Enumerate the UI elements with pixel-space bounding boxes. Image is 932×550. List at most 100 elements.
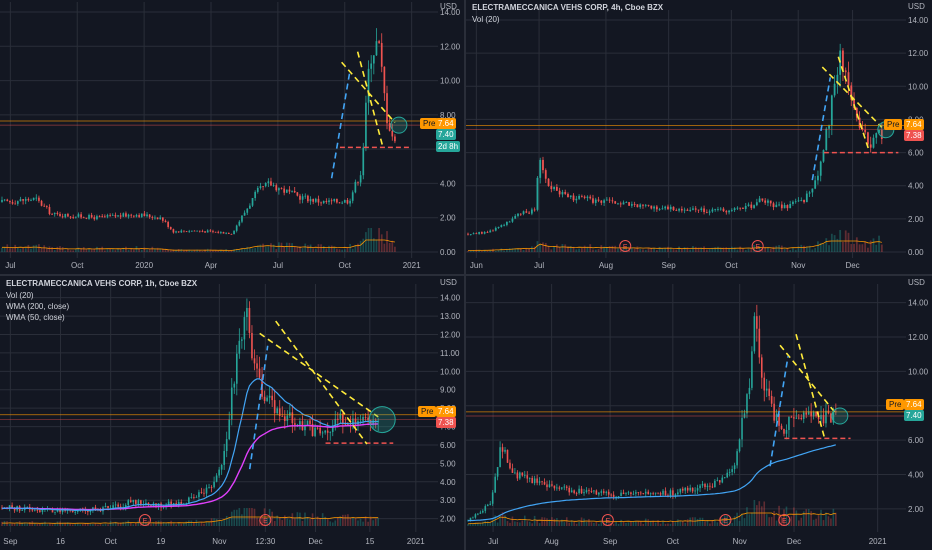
- chart-pane-bottom-left[interactable]: 14.0013.0012.0011.0010.009.008.007.006.0…: [0, 276, 464, 550]
- candle-body: [528, 477, 531, 479]
- volume-bar: [129, 522, 132, 526]
- volume-bar: [225, 515, 228, 526]
- indicator-legend-volume[interactable]: Vol (20): [6, 291, 34, 300]
- candle-body: [832, 411, 835, 423]
- wma200-line: [1, 423, 379, 511]
- volume-bar: [281, 520, 284, 526]
- pane-divider-horizontal[interactable]: [0, 274, 932, 276]
- volume-bar: [102, 524, 104, 526]
- volume-bar: [256, 245, 259, 252]
- candle-body: [288, 189, 291, 192]
- candle-body: [795, 417, 798, 419]
- candle-body: [383, 66, 386, 94]
- indicator-legend-wma200[interactable]: WMA (200, close): [6, 302, 70, 311]
- y-tick-label: 2.00: [908, 505, 924, 514]
- volume-bar: [133, 249, 135, 252]
- candle-body: [780, 204, 783, 209]
- candle-body: [24, 199, 27, 201]
- candle-body: [496, 467, 499, 477]
- volume-bar: [324, 516, 326, 526]
- highlight-circle: [831, 407, 849, 425]
- chart-pane-top-left[interactable]: 14.0012.0010.008.006.004.002.000.00JulOc…: [0, 0, 464, 274]
- candle-body: [93, 217, 96, 220]
- candle-body: [588, 490, 590, 492]
- candle-body: [319, 427, 321, 434]
- volume-bar: [213, 518, 215, 526]
- volume-bar: [536, 519, 538, 526]
- volume-bar: [701, 517, 704, 526]
- volume-bar: [140, 523, 142, 526]
- volume-bar: [142, 521, 145, 526]
- candle-body: [506, 449, 509, 463]
- candle-body: [180, 230, 183, 233]
- candle-body: [517, 213, 519, 216]
- volume-bar: [259, 244, 262, 252]
- chart-canvas[interactable]: 14.0012.0010.008.006.004.002.000.00JulOc…: [0, 0, 464, 274]
- volume-bar: [203, 523, 205, 526]
- volume-moving-average-line: [2, 239, 395, 251]
- candle-body: [11, 202, 14, 204]
- volume-bar: [127, 520, 130, 526]
- symbol-title[interactable]: ELECTRAMECCANICA VEHS CORP, 1h, Cboe BZX: [6, 279, 198, 288]
- volume-bar: [482, 521, 484, 526]
- candle-body: [104, 506, 107, 508]
- candle-body: [844, 70, 847, 73]
- volume-bar: [632, 521, 635, 526]
- y-tick-label: 9.00: [440, 386, 456, 395]
- chart-canvas[interactable]: 14.0012.0010.008.006.004.002.00JulAugSep…: [466, 276, 932, 550]
- chart-pane-bottom-right[interactable]: 14.0012.0010.008.006.004.002.00JulAugSep…: [466, 276, 932, 550]
- volume-bar: [137, 520, 140, 526]
- volume-bar: [717, 246, 719, 252]
- volume-bar: [266, 518, 268, 526]
- indicator-legend-volume[interactable]: Vol (20): [472, 15, 500, 24]
- candle-body: [478, 232, 481, 234]
- candle-body: [67, 213, 69, 217]
- volume-bar: [550, 249, 553, 252]
- volume-bar: [317, 244, 320, 252]
- candle-body: [556, 487, 558, 489]
- volume-bar: [778, 505, 780, 526]
- symbol-title[interactable]: ELECTRAMECCANICA VEHS CORP, 4h, Cboe BZX: [472, 3, 664, 12]
- volume-bar: [472, 250, 475, 252]
- chart-pane-top-right[interactable]: 14.0012.0010.008.006.004.002.000.00JunJu…: [466, 0, 932, 274]
- volume-bar: [588, 518, 590, 526]
- candle-body: [711, 486, 714, 488]
- volume-bar: [338, 249, 341, 252]
- candle-body: [753, 316, 756, 352]
- trendline-uptrend: [769, 356, 789, 467]
- candle-body: [124, 505, 127, 508]
- volume-bar: [301, 248, 304, 252]
- candle-body: [112, 505, 114, 508]
- candle-body: [731, 469, 733, 472]
- volume-bar: [803, 245, 805, 252]
- volume-bar: [19, 248, 22, 252]
- candle-body: [817, 175, 819, 181]
- volume-bar: [49, 523, 51, 526]
- volume-moving-average-line: [467, 512, 836, 525]
- candle-body: [196, 230, 198, 232]
- x-tick-label: Oct: [667, 537, 680, 546]
- indicator-legend-wma50[interactable]: WMA (50, close): [6, 313, 65, 322]
- volume-bar: [664, 248, 667, 252]
- candle-body: [642, 204, 644, 206]
- x-tick-label: Oct: [71, 261, 84, 270]
- volume-bar: [780, 516, 783, 526]
- volume-bar: [642, 523, 645, 526]
- volume-bar: [124, 521, 127, 526]
- candle-body: [259, 186, 262, 188]
- volume-bar: [377, 518, 380, 526]
- volume-bar: [817, 515, 820, 526]
- volume-bar: [792, 248, 794, 252]
- candle-body: [484, 506, 487, 511]
- volume-bar: [309, 244, 312, 252]
- volume-bar: [316, 516, 319, 526]
- candle-body: [714, 209, 717, 211]
- wma50-line: [1, 378, 379, 512]
- volume-bar: [569, 246, 572, 252]
- volume-bar: [349, 517, 352, 526]
- chart-canvas[interactable]: 14.0013.0012.0011.0010.009.008.007.006.0…: [0, 276, 464, 550]
- volume-bar: [642, 249, 644, 252]
- volume-bar: [8, 524, 11, 526]
- chart-canvas[interactable]: 14.0012.0010.008.006.004.002.000.00JunJu…: [466, 0, 932, 274]
- volume-bar: [480, 251, 483, 252]
